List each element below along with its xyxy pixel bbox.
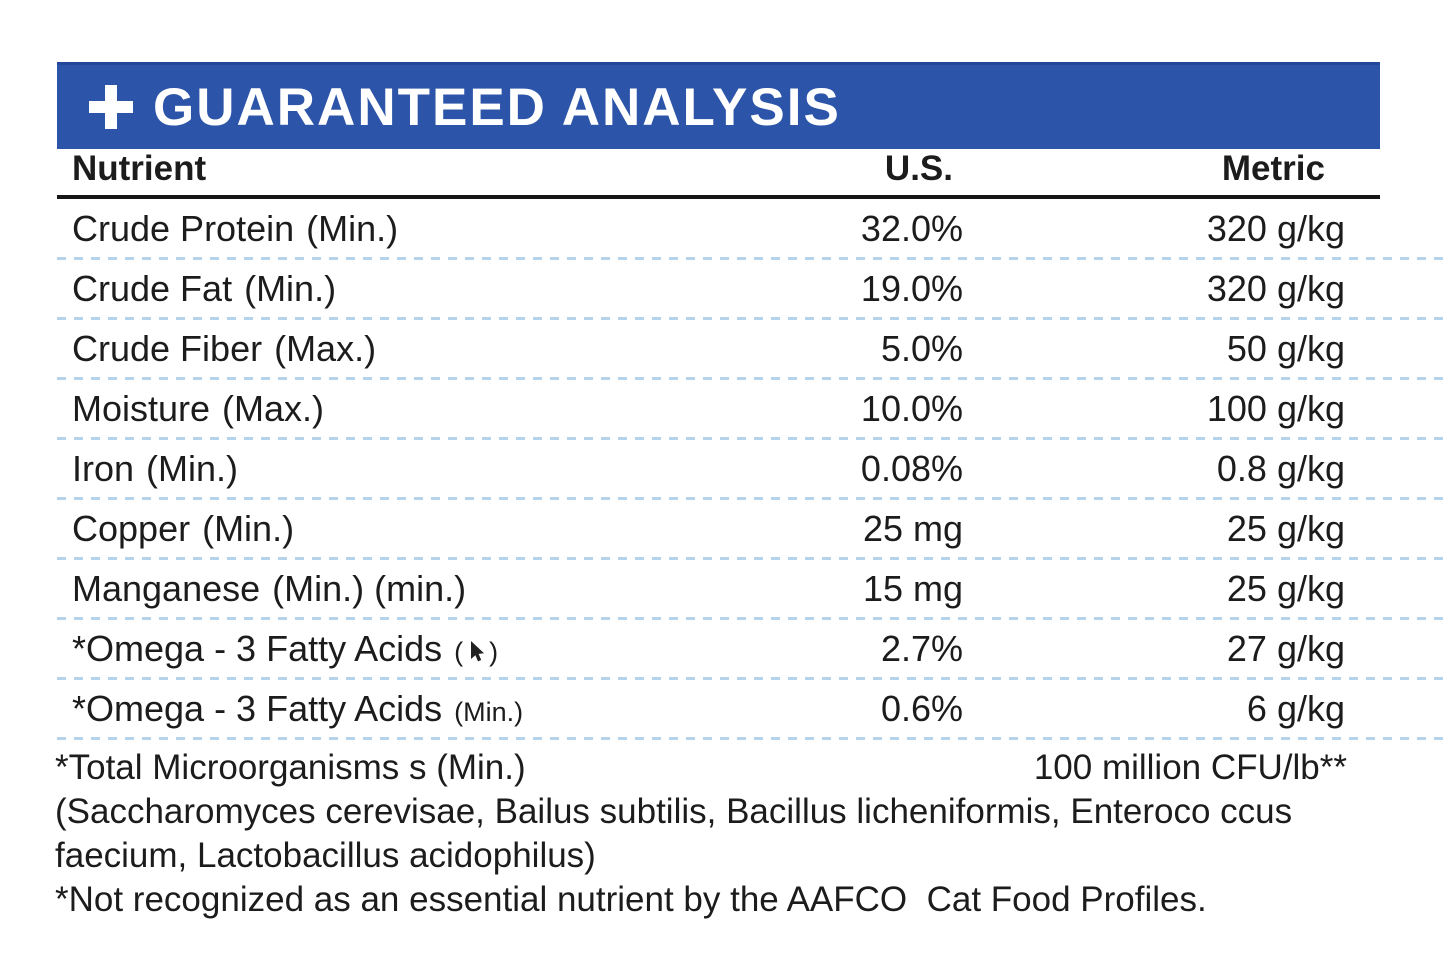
nutrient-cell: Crude Protein (Min.) xyxy=(57,208,617,250)
us-value-cell: 32.0% xyxy=(860,208,963,249)
table-row: *Omega - 3 Fatty Acids (Min.) 0.6% 6 g/kg xyxy=(57,679,1443,740)
nutrient-qualifier: (Max.) xyxy=(222,388,325,429)
nutrient-qualifier: (Min.) xyxy=(146,448,239,489)
nutrient-qualifier: (Min.) xyxy=(202,508,295,549)
metric-value-cell: 25 g/kg xyxy=(1226,568,1345,609)
nutrient-name: *Omega - 3 Fatty Acids xyxy=(72,628,443,669)
nutrient-qualifier: (Max.) xyxy=(274,328,377,369)
nutrient-qualifier: (Min.) xyxy=(454,697,524,727)
nutrient-qualifier: () xyxy=(454,637,498,667)
species-list-line-2: faecium, Lactobacillus acidophilus) xyxy=(55,836,596,875)
metric-value-cell: 50 g/kg xyxy=(1226,328,1345,369)
nutrient-name: *Omega - 3 Fatty Acids xyxy=(72,688,443,729)
nutrient-name: Crude Fat xyxy=(72,268,233,309)
nutrient-cell: Moisture (Max.) xyxy=(57,388,617,430)
us-value-cell: 5.0% xyxy=(880,328,963,369)
plus-icon xyxy=(89,85,133,129)
us-value-cell: 19.0% xyxy=(860,268,963,309)
metric-value-cell: 25 g/kg xyxy=(1226,508,1345,549)
nutrient-qualifier: (Min.) xyxy=(306,208,399,249)
table-row: *Omega - 3 Fatty Acids () 2.7% 27 g/kg xyxy=(57,619,1443,680)
metric-value-cell: 0.8 g/kg xyxy=(1216,448,1345,489)
section-header: GUARANTEED ANALYSIS xyxy=(57,62,1380,149)
us-value-cell: 0.08% xyxy=(860,448,963,489)
mouse-pointer-icon xyxy=(471,641,485,662)
nutrient-cell: Crude Fat (Min.) xyxy=(57,268,617,310)
table-row: Crude Fiber (Max.) 5.0% 50 g/kg xyxy=(57,319,1443,380)
microorganisms-line: *Total Microorganisms s (Min.) 100 milli… xyxy=(55,746,1380,790)
metric-value-cell: 320 g/kg xyxy=(1206,268,1345,309)
species-list-line-1: (Saccharomyces cerevisae, Bailus subtili… xyxy=(55,792,1293,831)
nutrient-name: Copper xyxy=(72,508,191,549)
paren-open: ( xyxy=(454,637,464,667)
nutrient-name: Crude Fiber xyxy=(72,328,263,369)
us-value-cell: 2.7% xyxy=(880,628,963,669)
column-header-nutrient: Nutrient xyxy=(72,149,207,188)
us-value-cell: 25 mg xyxy=(862,508,963,549)
nutrient-cell: *Omega - 3 Fatty Acids (Min.) xyxy=(57,688,617,730)
nutrient-qualifier: (Min.) (min.) xyxy=(272,568,467,609)
microorganisms-label: *Total Microorganisms s (Min.) xyxy=(55,748,526,787)
us-value-cell: 0.6% xyxy=(880,688,963,729)
nutrient-name: Iron xyxy=(72,448,135,489)
paren-close: ) xyxy=(489,637,499,667)
section-title: GUARANTEED ANALYSIS xyxy=(153,77,841,137)
nutrient-qualifier: (Min.) xyxy=(244,268,337,309)
nutrient-cell: Iron (Min.) xyxy=(57,448,617,490)
nutrient-cell: Manganese (Min.) (min.) xyxy=(57,568,617,610)
nutrient-name: Crude Protein xyxy=(72,208,295,249)
us-value-cell: 15 mg xyxy=(862,568,963,609)
column-header-metric: Metric xyxy=(1221,149,1325,188)
nutrient-name: Moisture xyxy=(72,388,211,429)
metric-value-cell: 6 g/kg xyxy=(1246,688,1345,729)
microorganisms-value: 100 million CFU/lb** xyxy=(1033,748,1347,787)
table-row: Copper (Min.) 25 mg 25 g/kg xyxy=(57,499,1443,560)
table-header-row: Nutrient U.S. Metric xyxy=(57,149,1380,199)
table-row: Crude Protein (Min.) 32.0% 320 g/kg xyxy=(57,199,1443,260)
nutrient-name: Manganese xyxy=(72,568,261,609)
footnotes: *Total Microorganisms s (Min.) 100 milli… xyxy=(55,746,1380,922)
us-value-cell: 10.0% xyxy=(860,388,963,429)
metric-value-cell: 100 g/kg xyxy=(1206,388,1345,429)
analysis-table: Nutrient U.S. Metric Crude Protein (Min.)… xyxy=(57,149,1443,740)
metric-value-cell: 27 g/kg xyxy=(1226,628,1345,669)
table-row: Moisture (Max.) 10.0% 100 g/kg xyxy=(57,379,1443,440)
table-row: Crude Fat (Min.) 19.0% 320 g/kg xyxy=(57,259,1443,320)
table-row: Iron (Min.) 0.08% 0.8 g/kg xyxy=(57,439,1443,500)
aafco-note: *Not recognized as an essential nutrient… xyxy=(55,880,1207,919)
nutrient-cell: Crude Fiber (Max.) xyxy=(57,328,617,370)
table-row: Manganese (Min.) (min.) 15 mg 25 g/kg xyxy=(57,559,1443,620)
metric-value-cell: 320 g/kg xyxy=(1206,208,1345,249)
nutrient-cell: *Omega - 3 Fatty Acids () xyxy=(57,628,617,670)
column-header-us: U.S. xyxy=(884,149,953,188)
nutrient-cell: Copper (Min.) xyxy=(57,508,617,550)
